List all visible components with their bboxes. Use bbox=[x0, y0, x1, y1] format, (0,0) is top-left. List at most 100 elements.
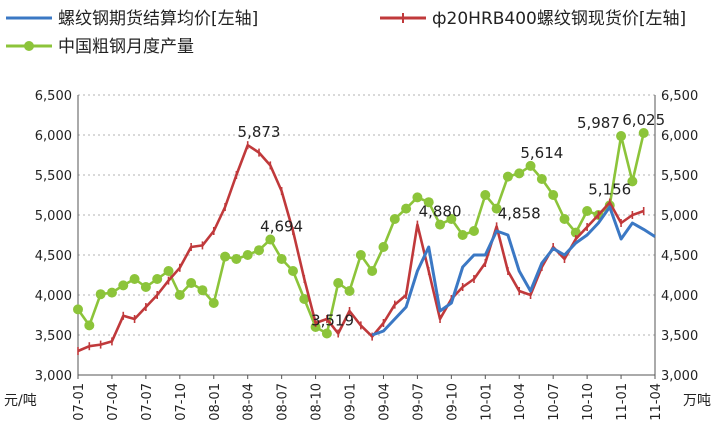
legend-item: 中国粗钢月度产量 bbox=[6, 37, 194, 57]
data-point bbox=[514, 168, 525, 179]
data-label: 4,694 bbox=[260, 217, 303, 235]
x-tick-label: 09-07 bbox=[411, 383, 426, 421]
data-point bbox=[378, 242, 389, 252]
data-label: 5,987 bbox=[577, 114, 620, 132]
data-point bbox=[220, 251, 231, 262]
data-point bbox=[435, 219, 446, 230]
data-point bbox=[276, 254, 287, 264]
data-label: 4,858 bbox=[498, 204, 541, 222]
data-point bbox=[174, 290, 185, 300]
x-tick-labels: 07-01 07-04 07-07 07-10 08-01 08-04 08-07 08-10… bbox=[72, 375, 664, 421]
x-tick-label: 10-04 bbox=[513, 383, 528, 421]
data-point bbox=[401, 203, 412, 214]
x-tick-label: 08-10 bbox=[310, 383, 325, 421]
x-tick-label: 10-10 bbox=[581, 383, 596, 421]
data-point bbox=[627, 176, 638, 187]
left-tick-label: 6,000 bbox=[35, 129, 72, 144]
right-tick-label: 6,500 bbox=[661, 89, 698, 104]
data-point bbox=[95, 289, 106, 300]
data-point bbox=[287, 266, 298, 276]
left-tick-label: 6,500 bbox=[35, 89, 72, 104]
x-tick-label: 07-07 bbox=[140, 383, 155, 421]
data-point bbox=[412, 192, 423, 203]
data-point bbox=[638, 128, 649, 138]
data-point bbox=[468, 226, 479, 236]
data-point bbox=[208, 298, 219, 308]
x-tick-label: 10-07 bbox=[547, 383, 562, 421]
annotations: 5,873 4,694 3,519 4,880 4,858 5,614 5,987 5,156… bbox=[238, 111, 666, 329]
data-label: 4,880 bbox=[419, 203, 462, 221]
data-point bbox=[129, 274, 140, 284]
gridlines bbox=[78, 94, 655, 376]
x-tick-label: 08-01 bbox=[208, 383, 223, 421]
data-point bbox=[265, 234, 276, 245]
left-tick-label: 3,500 bbox=[35, 329, 72, 344]
right-tick-label: 5,500 bbox=[661, 169, 698, 184]
data-point bbox=[355, 250, 366, 260]
data-point bbox=[140, 282, 151, 292]
data-label: 3,519 bbox=[311, 311, 354, 329]
data-point bbox=[106, 287, 117, 298]
data-point bbox=[186, 278, 197, 288]
x-tick-label: 08-04 bbox=[242, 383, 257, 421]
data-point bbox=[254, 245, 265, 256]
series bbox=[73, 128, 649, 339]
series bbox=[77, 141, 645, 355]
series-line bbox=[77, 143, 645, 353]
series-group bbox=[73, 128, 656, 355]
data-point bbox=[525, 160, 536, 171]
data-point bbox=[446, 214, 457, 224]
right-tick-label: 6,000 bbox=[661, 129, 698, 144]
legend-swatch-marker bbox=[24, 41, 34, 51]
data-point bbox=[152, 274, 163, 284]
series-line bbox=[76, 132, 645, 335]
legend: 螺纹钢期货结算均价[左轴] ф20HRB400螺纹钢现货价[左轴] 中国粗钢月度产量 bbox=[6, 9, 686, 57]
data-point bbox=[299, 294, 310, 304]
data-point bbox=[548, 190, 559, 200]
right-tick-label: 4,000 bbox=[661, 289, 698, 304]
x-tick-label: 09-04 bbox=[377, 383, 392, 421]
legend-item: 螺纹钢期货结算均价[左轴] bbox=[6, 9, 258, 29]
x-tick-label: 07-10 bbox=[174, 383, 189, 421]
data-point bbox=[559, 214, 570, 224]
right-tick-label: 3,500 bbox=[661, 329, 698, 344]
data-point bbox=[321, 328, 332, 339]
x-tick-label: 07-01 bbox=[72, 383, 87, 421]
data-point bbox=[344, 286, 355, 296]
right-tick-label: 3,000 bbox=[661, 369, 698, 384]
x-tick-label: 07-04 bbox=[106, 383, 121, 421]
data-point bbox=[73, 304, 83, 315]
x-tick-label: 11-01 bbox=[615, 383, 630, 421]
left-tick-label: 5,000 bbox=[35, 209, 72, 224]
x-tick-label: 08-07 bbox=[276, 383, 291, 421]
series bbox=[371, 205, 656, 337]
data-label: 5,156 bbox=[588, 181, 631, 199]
data-point bbox=[118, 280, 129, 291]
data-point bbox=[616, 131, 627, 142]
left-tick-label: 3,000 bbox=[35, 369, 72, 384]
y-tick-labels: 3,000 3,500 4,000 4,500 5,000 5,500 6,000 6,500… bbox=[35, 89, 698, 384]
data-point bbox=[389, 214, 400, 224]
data-point bbox=[242, 250, 253, 260]
data-point bbox=[491, 203, 502, 214]
legend-item: ф20HRB400螺纹钢现货价[左轴] bbox=[380, 9, 686, 29]
data-point bbox=[502, 171, 513, 182]
data-point bbox=[84, 320, 95, 331]
x-tick-label: 09-10 bbox=[445, 383, 460, 421]
data-label: 5,873 bbox=[238, 123, 281, 141]
left-tick-label: 4,500 bbox=[35, 249, 72, 264]
right-tick-label: 5,000 bbox=[661, 209, 698, 224]
right-axis-unit: 万吨 bbox=[683, 393, 711, 409]
left-tick-label: 4,000 bbox=[35, 289, 72, 304]
right-tick-label: 4,500 bbox=[661, 249, 698, 264]
left-axis-unit: 元/吨 bbox=[4, 393, 37, 409]
left-tick-label: 5,500 bbox=[35, 169, 72, 184]
data-point bbox=[582, 206, 593, 216]
legend-label: 螺纹钢期货结算均价[左轴] bbox=[58, 9, 258, 29]
data-point bbox=[333, 278, 344, 288]
data-point bbox=[423, 197, 434, 208]
data-point bbox=[480, 190, 491, 200]
x-tick-label: 09-01 bbox=[344, 383, 359, 421]
